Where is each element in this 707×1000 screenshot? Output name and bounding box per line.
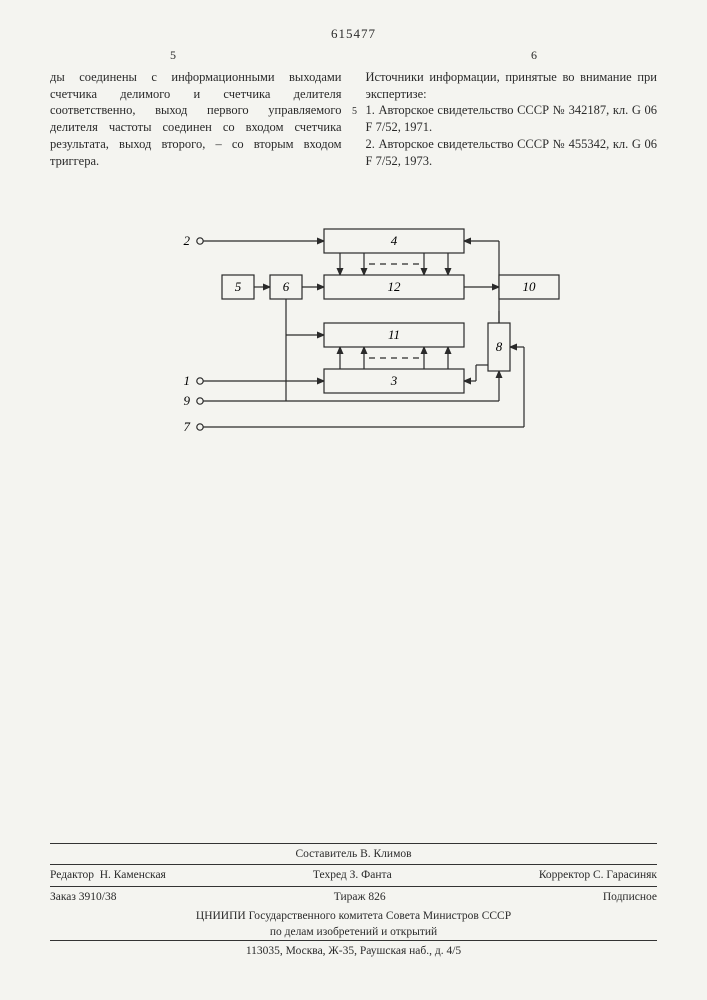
svg-text:8: 8: [495, 339, 502, 354]
col-left-num: 5: [170, 47, 176, 63]
diagram-container: 4 12 11 3 5 6 10 8 2 1 9 7: [50, 215, 657, 445]
svg-text:3: 3: [389, 373, 397, 388]
footer-corrector: Корректор С. Гарасиняк: [539, 868, 657, 884]
svg-text:5: 5: [234, 279, 241, 294]
footer-podpis: Подписное: [603, 890, 657, 906]
right-column: Источники информации, принятые во вниман…: [366, 69, 658, 170]
footer-credits: Редактор Н. Каменская Техред З. Фанта Ко…: [50, 864, 657, 886]
footer-block: Составитель В. Климов Редактор Н. Каменс…: [50, 843, 657, 960]
line-marker: 5: [352, 105, 357, 119]
footer-org2: по делам изобретений и открытий: [50, 925, 657, 941]
svg-text:6: 6: [282, 279, 289, 294]
col-right-num: 6: [531, 47, 537, 63]
right-intro: Источники информации, принятые во вниман…: [366, 69, 658, 103]
footer-order-num: Заказ 3910/38: [50, 890, 117, 906]
right-item-1: 1. Авторское свидетельство СССР № 342187…: [366, 102, 658, 136]
right-item-2: 2. Авторское свидетельство СССР № 455342…: [366, 136, 658, 170]
footer-org1: ЦНИИПИ Государственного комитета Совета …: [50, 907, 657, 925]
svg-text:10: 10: [522, 279, 536, 294]
column-numbers: 5 6: [50, 47, 657, 63]
footer-techred: Техред З. Фанта: [313, 868, 392, 884]
patent-number: 615477: [50, 25, 657, 43]
text-columns: ды соединены с информационными выхода­ми…: [50, 69, 657, 170]
footer-tirazh: Тираж 826: [334, 890, 386, 906]
svg-text:1: 1: [183, 373, 190, 388]
footer-editor: Редактор Н. Каменская: [50, 868, 166, 884]
footer-order: Заказ 3910/38 Тираж 826 Подписное: [50, 886, 657, 908]
svg-text:11: 11: [387, 327, 399, 342]
svg-text:12: 12: [387, 279, 401, 294]
left-column: ды соединены с информационными выхода­ми…: [50, 69, 342, 170]
footer-address: 113035, Москва, Ж-35, Раушская наб., д. …: [50, 940, 657, 960]
svg-text:2: 2: [183, 233, 190, 248]
block-diagram: 4 12 11 3 5 6 10 8 2 1 9 7: [144, 215, 564, 445]
svg-text:9: 9: [183, 393, 190, 408]
svg-text:7: 7: [183, 419, 190, 434]
footer-compiler: Составитель В. Климов: [50, 843, 657, 865]
svg-text:4: 4: [390, 233, 397, 248]
